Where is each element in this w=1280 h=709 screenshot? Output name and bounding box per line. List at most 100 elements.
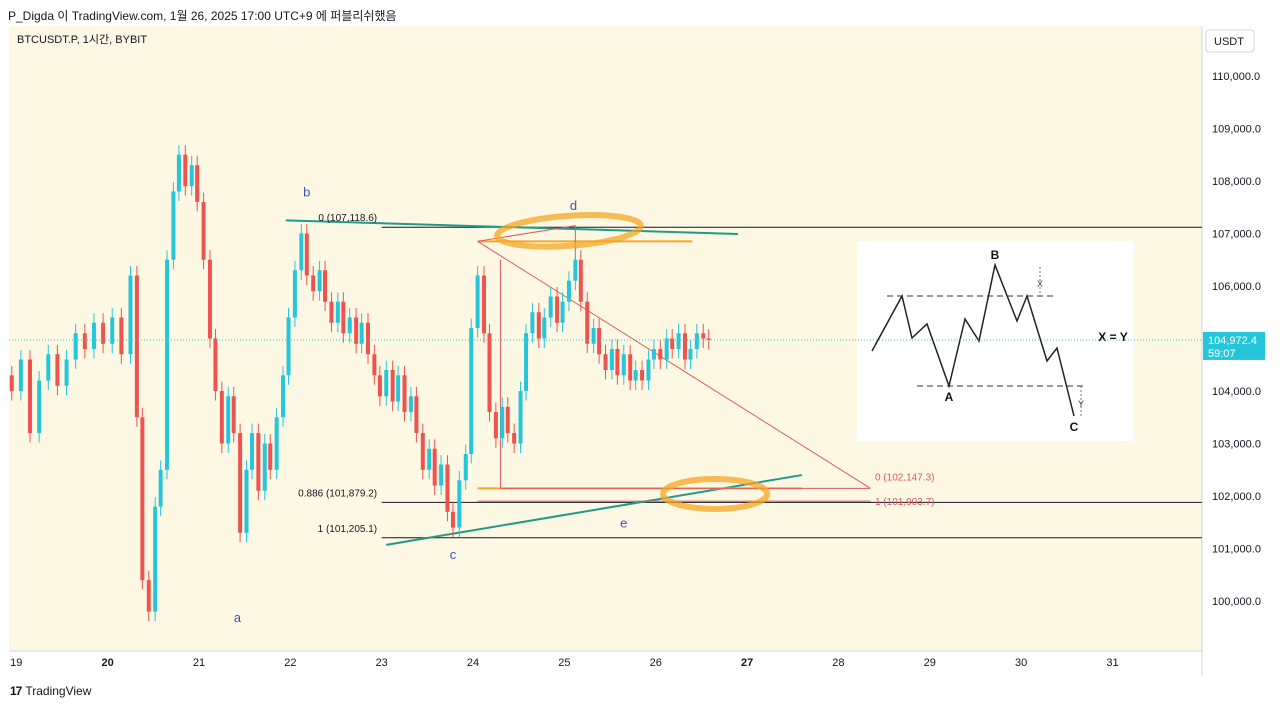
candle-body <box>427 448 432 470</box>
candle-body <box>299 233 304 271</box>
candle-body <box>91 322 96 350</box>
candle-body <box>238 433 243 533</box>
candle-body <box>101 322 106 344</box>
candle-body <box>28 359 33 434</box>
candle-body <box>377 375 382 397</box>
x-tick-label: 20 <box>102 657 114 669</box>
candle-body <box>354 317 359 344</box>
y-tick-label: 100,000.0 <box>1212 596 1261 608</box>
candle-body <box>274 417 279 470</box>
candle-body <box>578 259 583 302</box>
x-axis-ticks: 19 20 21 22 23 24 25 26 27 28 29 30 31 <box>10 657 1118 669</box>
candle-body <box>597 327 602 355</box>
candle-body <box>262 443 267 491</box>
candle-body <box>555 296 560 323</box>
candle-body <box>560 301 565 323</box>
candle-body <box>317 270 322 292</box>
candle-body <box>219 391 224 444</box>
fib-left-label: 0 (107,118.6) <box>318 213 377 224</box>
candle-body <box>55 354 60 386</box>
candle-body <box>524 333 529 392</box>
candle-body <box>268 443 273 470</box>
candle-body <box>591 327 596 344</box>
candle-body <box>469 327 474 455</box>
lower-trendline <box>386 474 803 546</box>
candle-body <box>207 259 212 339</box>
candle-body <box>542 317 547 339</box>
tradingview-brand: TradingView <box>25 684 92 698</box>
candle-body <box>226 396 231 444</box>
candle-body <box>445 464 450 512</box>
candlestick-chart[interactable]: BTCUSDT.P, 1시간, BYBIT USDT 110,000.0 109,… <box>9 26 1271 676</box>
candle-body <box>566 280 571 302</box>
chart-area[interactable]: BTCUSDT.P, 1시간, BYBIT USDT 110,000.0 109,… <box>9 26 1271 676</box>
candle-body <box>646 359 651 381</box>
inset-measure-label: Y <box>1078 399 1084 409</box>
candle-body <box>183 154 188 187</box>
candle-body <box>153 506 158 612</box>
elliott-inset: B A C X Y X = Y <box>857 241 1133 441</box>
candle-body <box>244 469 249 533</box>
candle-body <box>311 275 316 292</box>
candle-body <box>372 354 377 376</box>
wave-label: a <box>234 610 242 625</box>
candle-body <box>651 349 656 360</box>
inset-point-label: B <box>991 248 1000 262</box>
candle-body <box>706 338 711 341</box>
candle-body <box>213 338 218 392</box>
candle-body <box>231 396 236 434</box>
candle-body <box>46 354 51 381</box>
candle-body <box>530 312 535 334</box>
candle-body <box>658 349 663 360</box>
candle-body <box>249 433 254 470</box>
candle-body <box>633 370 638 381</box>
x-tick-label: 22 <box>284 657 296 669</box>
candle-body <box>688 349 693 360</box>
x-tick-label: 21 <box>193 657 205 669</box>
candle-body <box>548 296 553 318</box>
x-tick-label: 27 <box>741 657 753 669</box>
candle-body <box>165 259 170 470</box>
candle-body <box>640 370 645 381</box>
symbol-label: BTCUSDT.P, 1시간, BYBIT <box>17 33 147 46</box>
currency-badge[interactable] <box>1205 29 1255 53</box>
candle-body <box>140 417 145 581</box>
candle-body <box>341 301 346 334</box>
candle-body <box>329 301 334 323</box>
candle-body <box>621 354 626 376</box>
candle-body <box>573 259 578 281</box>
candle-body <box>396 375 401 402</box>
candle-body <box>82 333 87 350</box>
y-tick-label: 104,000.0 <box>1212 386 1261 398</box>
candle-body <box>694 333 699 350</box>
candle-body <box>493 412 498 439</box>
current-price-badge: 104,972.4 59:07 <box>1203 331 1265 360</box>
tradingview-logo-icon: 17 <box>10 684 22 698</box>
candle-body <box>414 396 419 434</box>
current-price-badge-bg <box>1203 331 1265 360</box>
candle-body <box>609 349 614 371</box>
candle-body <box>420 433 425 470</box>
y-tick-label: 103,000.0 <box>1212 439 1261 451</box>
candle-body <box>128 275 133 355</box>
candle-body <box>176 154 181 192</box>
candle-body <box>408 396 413 413</box>
fib-left-label: 0.886 (101,879.2) <box>298 488 377 499</box>
candle-body <box>281 375 286 418</box>
candles-layer <box>9 145 711 622</box>
x-tick-label: 26 <box>650 657 662 669</box>
candle-body <box>615 349 620 376</box>
candle-body <box>512 433 517 444</box>
candle-body <box>146 580 151 612</box>
time-axis-background <box>9 651 1202 676</box>
x-tick-label: 25 <box>558 657 570 669</box>
current-price-value: 104,972.4 <box>1208 335 1257 347</box>
x-tick-label: 19 <box>10 657 22 669</box>
candle-body <box>73 333 78 360</box>
highlight-ellipse-top <box>494 212 644 250</box>
candle-body <box>189 165 194 187</box>
candle-body <box>475 275 480 328</box>
x-tick-label: 30 <box>1015 657 1027 669</box>
candle-body <box>256 433 261 491</box>
candle-body <box>463 454 468 481</box>
